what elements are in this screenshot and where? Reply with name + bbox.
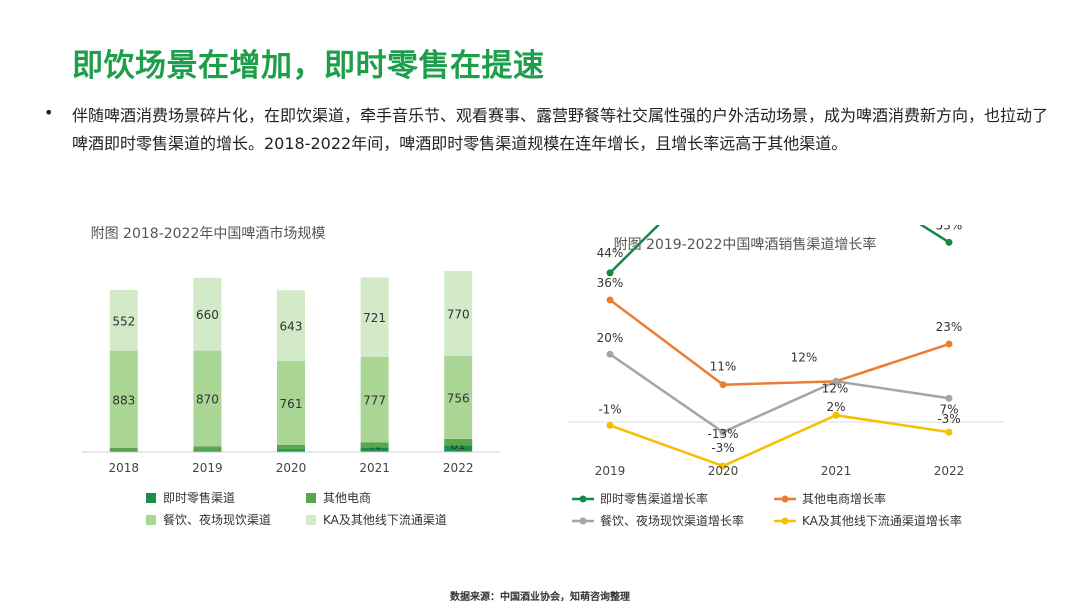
series-line bbox=[609, 353, 950, 434]
bar-segment bbox=[444, 445, 473, 452]
legend-marker bbox=[781, 495, 789, 503]
legend-label: KA及其他线下流通渠道 bbox=[323, 513, 447, 527]
legend-label: 其他电商 bbox=[323, 490, 371, 505]
bar-segment bbox=[444, 270, 473, 356]
data-label: 552 bbox=[112, 314, 135, 328]
data-label: 777 bbox=[363, 394, 386, 408]
legend-swatch bbox=[146, 515, 156, 525]
bar-segment bbox=[109, 447, 138, 452]
slide-title: 即饮场景在增加，即时零售在提速 bbox=[72, 48, 545, 84]
data-label: -1% bbox=[598, 402, 621, 416]
chart-title: 附图 2019-2022中国啤酒销售渠道增长率 bbox=[614, 236, 877, 253]
data-point bbox=[832, 377, 840, 385]
x-tick-label: 2021 bbox=[821, 464, 852, 478]
data-label: 756 bbox=[447, 391, 470, 405]
legend-swatch bbox=[306, 493, 316, 503]
market-size-chart: 附图 2018-2022年中国啤酒市场规模9288835522018133887… bbox=[60, 215, 520, 540]
data-label: 870 bbox=[196, 392, 219, 406]
x-tick-label: 2020 bbox=[708, 464, 739, 478]
data-label: 23% bbox=[936, 320, 963, 334]
data-point bbox=[606, 421, 614, 429]
data-label: -3% bbox=[937, 412, 960, 426]
bullet-dot: • bbox=[44, 103, 54, 122]
data-label: 53% bbox=[936, 225, 963, 232]
series-line bbox=[609, 298, 950, 386]
growth-rate-chart-svg: 附图 2019-2022中国啤酒销售渠道增长率44%77%74%53%36%11… bbox=[568, 137, 1005, 528]
bar-segment bbox=[193, 450, 222, 452]
data-label: 643 bbox=[280, 320, 303, 334]
legend-marker bbox=[579, 495, 587, 503]
bar-segment bbox=[444, 355, 473, 439]
data-label: 44% bbox=[597, 246, 624, 260]
legend-marker bbox=[579, 517, 587, 525]
legend-label: 餐饮、夜场现饮渠道 bbox=[163, 512, 271, 527]
market-size-chart-svg: 附图 2018-2022年中国啤酒市场规模9288835522018133887… bbox=[82, 225, 500, 527]
legend-label: 即时零售渠道 bbox=[163, 490, 235, 505]
data-label: 770 bbox=[447, 307, 470, 321]
x-tick-label: 2019 bbox=[192, 461, 223, 475]
chart-title: 附图 2018-2022年中国啤酒市场规模 bbox=[91, 225, 326, 242]
data-label: 7% bbox=[939, 402, 958, 416]
bar-segment bbox=[277, 361, 305, 445]
legend-swatch bbox=[146, 493, 156, 503]
bar-segment bbox=[277, 444, 305, 450]
data-point bbox=[945, 428, 953, 436]
bar-segment bbox=[277, 449, 305, 452]
data-label: 721 bbox=[363, 311, 386, 325]
data-source-note: 数据来源：中国酒业协会，知萌咨询整理 bbox=[450, 592, 630, 603]
bar-segment bbox=[277, 290, 305, 362]
x-tick-label: 2021 bbox=[359, 461, 390, 475]
bar-segment bbox=[444, 438, 473, 446]
data-point bbox=[606, 296, 614, 304]
bar-segment bbox=[360, 442, 389, 448]
x-tick-label: 2020 bbox=[276, 461, 307, 475]
legend-label: 即时零售渠道增长率 bbox=[600, 491, 708, 506]
data-label: 36% bbox=[597, 276, 624, 290]
bullet-text: 伴随啤酒消费场景碎片化，在即饮渠道，牵手音乐节、观看赛事、露营野餐等社交属性强的… bbox=[72, 106, 1049, 153]
data-point bbox=[719, 462, 727, 470]
legend-label: KA及其他线下流通渠道增长率 bbox=[802, 513, 962, 528]
data-label: 12% bbox=[791, 350, 818, 364]
data-point bbox=[719, 381, 727, 389]
x-tick-label: 2019 bbox=[595, 464, 626, 478]
data-point bbox=[606, 350, 614, 358]
bar-segment bbox=[193, 277, 222, 351]
data-label: 12% bbox=[822, 381, 849, 395]
bar-segment bbox=[109, 289, 138, 351]
legend-label: 餐饮、夜场现饮渠道增长率 bbox=[600, 513, 744, 528]
data-point bbox=[832, 411, 840, 419]
bar-segment bbox=[360, 447, 389, 452]
data-label: 883 bbox=[112, 393, 135, 407]
legend-marker bbox=[781, 517, 789, 525]
data-point bbox=[719, 428, 727, 436]
growth-rate-chart: 附图 2019-2022中国啤酒销售渠道增长率44%77%74%53%36%11… bbox=[560, 137, 1020, 540]
data-point bbox=[945, 394, 953, 402]
data-label: 2% bbox=[826, 400, 845, 414]
bar-segment bbox=[360, 277, 389, 357]
data-label: 20% bbox=[597, 331, 624, 345]
bar-segment bbox=[109, 350, 138, 448]
data-label: 660 bbox=[196, 308, 219, 322]
data-point bbox=[945, 238, 953, 246]
bar-segment bbox=[360, 356, 389, 443]
series-line bbox=[609, 413, 950, 468]
data-label: 761 bbox=[280, 397, 303, 411]
x-tick-label: 2022 bbox=[443, 461, 474, 475]
data-point bbox=[945, 340, 953, 348]
bar-segment bbox=[193, 350, 222, 447]
bar-segment bbox=[193, 446, 222, 451]
x-tick-label: 2018 bbox=[109, 461, 140, 475]
data-label: -13% bbox=[707, 427, 738, 441]
data-label: 11% bbox=[710, 360, 737, 374]
legend-swatch bbox=[306, 515, 316, 525]
data-label: -3% bbox=[711, 441, 734, 455]
x-tick-label: 2022 bbox=[934, 464, 965, 478]
legend-label: 其他电商增长率 bbox=[802, 491, 886, 506]
data-point bbox=[606, 269, 614, 277]
